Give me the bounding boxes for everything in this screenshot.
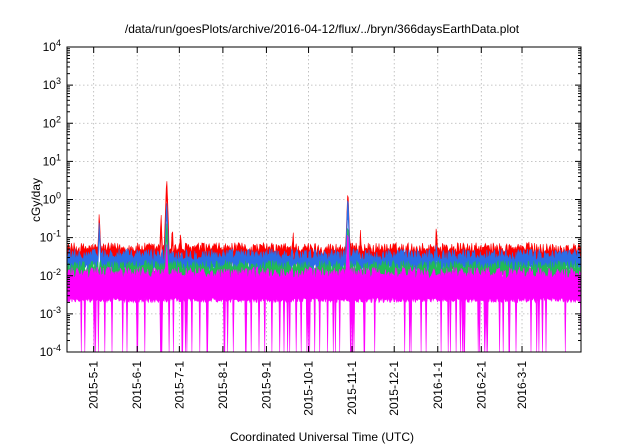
series-layer [66,181,582,353]
y-axis-label: cGy/day [29,178,43,222]
x-tick-label: 2015-6-1 [130,361,144,409]
x-tick-label: 2015-8-1 [216,361,230,409]
x-tick-label: 2015-9-1 [259,361,273,409]
y-tick-label: 10-2 [40,267,61,283]
y-tick-label: 100 [43,191,61,207]
x-axis-label: Coordinated Universal Time (UTC) [230,430,414,444]
x-tick-label: 2015-10-1 [302,361,316,416]
x-tick-label: 2015-12-1 [387,361,401,416]
ticks: 10-4 10-3 10-2 10-1 100 101 102 103 104 2015-5-1 2… [40,38,581,416]
y-tick-label: 102 [43,114,61,130]
y-tick-label: 104 [43,38,61,54]
y-tick-label: 10-4 [40,343,61,359]
x-tick-label: 2016-1-1 [431,361,445,409]
y-tick-label: 10-3 [40,305,61,321]
y-tick-label: 101 [43,152,61,168]
x-tick-label: 2016-2-1 [474,361,488,409]
x-tick-label: 2015-11-1 [345,361,359,415]
chart-title: /data/run/goesPlots/archive/2016-04-12/f… [125,22,520,36]
x-tick-label: 2016-3-1 [515,361,529,409]
y-tick-label: 103 [43,76,61,92]
x-tick-label: 2015-7-1 [172,361,186,409]
y-tick-label: 10-1 [40,229,61,245]
x-tick-label: 2015-5-1 [87,361,101,409]
